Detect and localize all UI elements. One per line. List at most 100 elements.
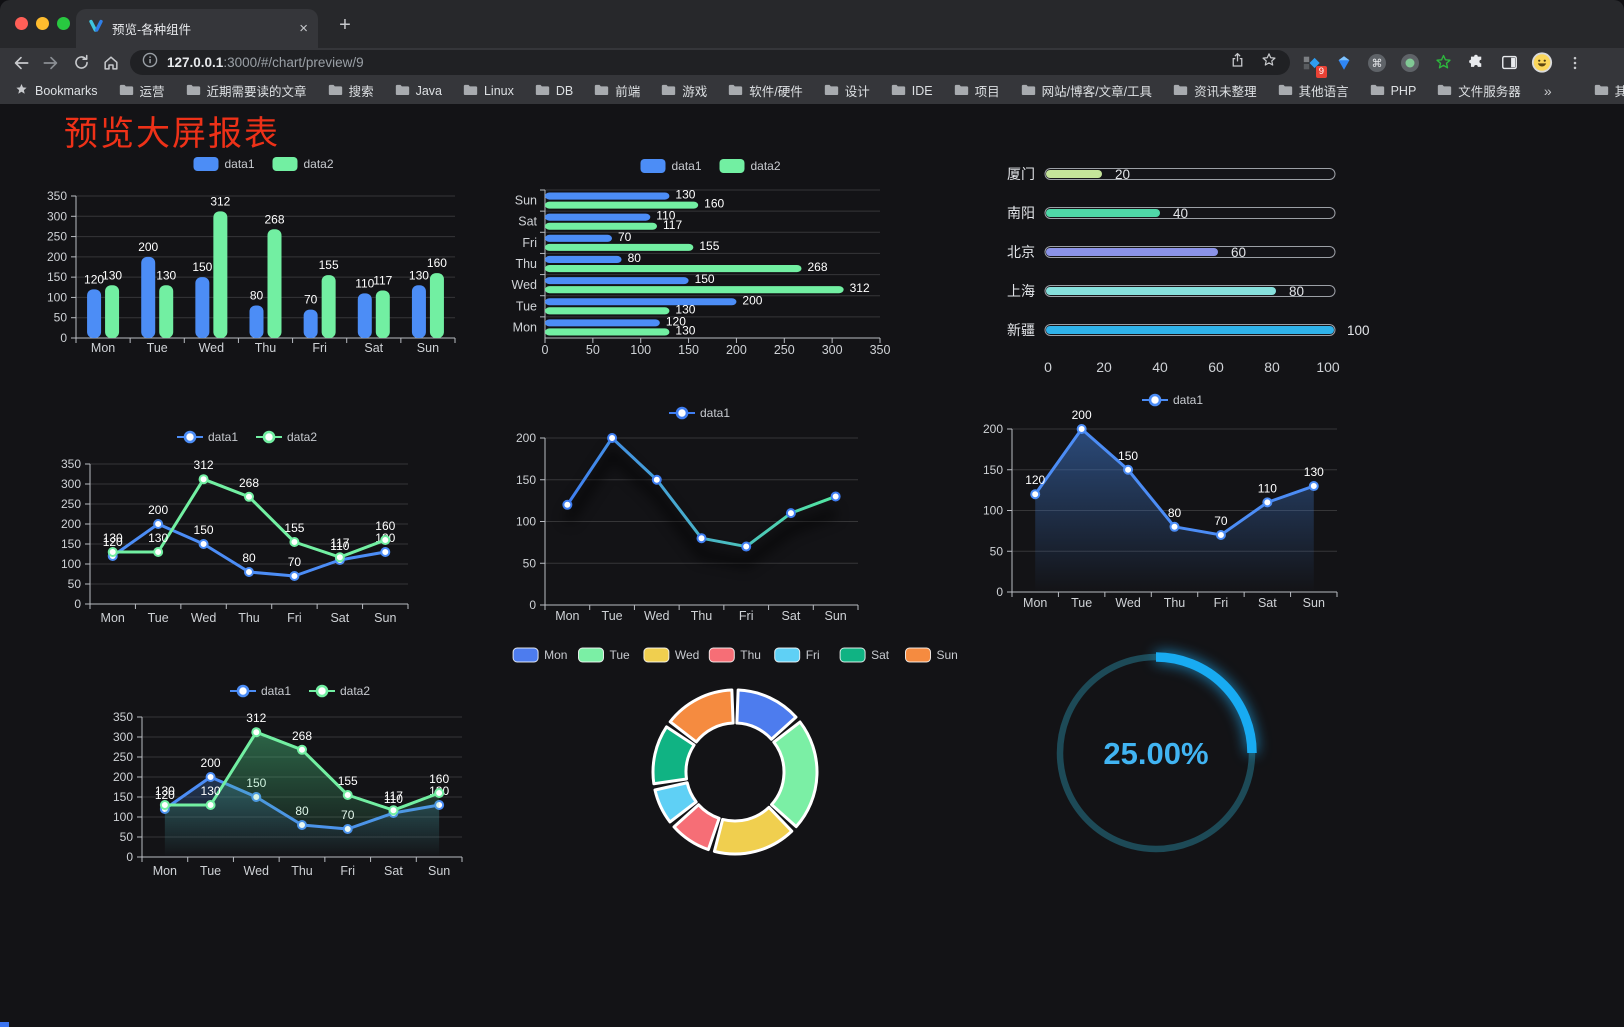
extension-star-icon[interactable] <box>1432 52 1454 74</box>
legend-item-data2[interactable]: data2 <box>309 684 370 698</box>
address-bar[interactable]: 127.0.0.1:3000/#/chart/preview/9 <box>130 50 1290 75</box>
bookmark-item[interactable]: 设计 <box>824 81 870 100</box>
legend-item-data1[interactable]: data1 <box>640 159 702 173</box>
bookmark-item[interactable]: 游戏 <box>661 81 707 100</box>
url-text[interactable]: 127.0.0.1:3000/#/chart/preview/9 <box>167 55 364 70</box>
tab-close-icon[interactable]: × <box>299 20 308 37</box>
legend-item-Fri[interactable]: Fri <box>774 647 820 663</box>
svg-text:Sun: Sun <box>1303 596 1325 610</box>
bookmark-item[interactable]: Linux <box>463 83 514 99</box>
legend-item-data1[interactable]: data1 <box>177 430 238 444</box>
chart-city-progress-bars[interactable]: 厦门 20 南阳 40 北京 60 上海 80 新疆 100 0 20 40 60 80 100 <box>985 148 1385 398</box>
legend-item-Sat[interactable]: Sat <box>839 647 890 663</box>
chart-grouped-bar[interactable]: data1 data2 0 50 100 150 200 250 300 350 Mon Tue Wed… <box>40 148 470 363</box>
legend-item-data2[interactable]: data2 <box>719 159 781 173</box>
legend-item-Wed[interactable]: Wed <box>643 647 699 663</box>
legend-item-data1[interactable]: data1 <box>230 684 291 698</box>
svg-text:Thu: Thu <box>238 611 260 625</box>
folder-icon <box>594 83 609 99</box>
svg-text:0: 0 <box>60 331 67 345</box>
svg-text:0: 0 <box>996 585 1003 599</box>
legend-item-Mon[interactable]: Mon <box>512 647 567 663</box>
pie-slice-Mon[interactable] <box>735 688 798 741</box>
chart-canvas[interactable]: data1 data2 0 50 100 150 200 250 300 350 Mon Tue Wed… <box>40 425 470 650</box>
bookmark-item[interactable]: 项目 <box>954 81 1000 100</box>
bookmark-item[interactable]: 资讯未整理 <box>1173 81 1257 100</box>
pie-slice-Wed[interactable] <box>712 805 794 856</box>
chart-canvas[interactable]: 25.00% <box>1040 644 1275 879</box>
pie-slice-Sat[interactable] <box>651 725 696 786</box>
svg-text:50: 50 <box>120 830 134 844</box>
pie-slice-Tue[interactable] <box>770 720 819 829</box>
bookmark-item[interactable]: 文件服务器 <box>1437 81 1521 100</box>
chart-blue-area-line[interactable]: data1 0 50 100 150 200 Mon Tue Wed Thu Fri Sat Sun 12… <box>983 391 1385 619</box>
side-panel-icon[interactable] <box>1498 52 1520 74</box>
bookmark-item[interactable]: 近期需要读的文章 <box>186 81 307 100</box>
legend-item-data1[interactable]: data1 <box>193 157 255 171</box>
new-tab-button[interactable]: + <box>339 14 351 36</box>
extension-gem-icon[interactable] <box>1333 52 1355 74</box>
bookmark-star-icon[interactable] <box>1260 51 1278 74</box>
reload-icon[interactable] <box>66 50 96 76</box>
bookmarks-manager[interactable]: Bookmarks <box>14 82 98 100</box>
bookmark-item[interactable]: 软件/硬件 <box>728 81 803 100</box>
window-minimize-button[interactable] <box>36 17 49 30</box>
bookmark-item[interactable]: DB <box>535 83 573 99</box>
bookmark-item[interactable]: 其他语言 <box>1278 81 1349 100</box>
extensions-puzzle-icon[interactable] <box>1465 52 1487 74</box>
svg-text:117: 117 <box>384 789 403 803</box>
extension-record-icon[interactable] <box>1399 52 1421 74</box>
site-info-icon[interactable] <box>142 52 158 73</box>
chart-gradient-line[interactable]: data1 0 50 100 150 200 Mon Tue Wed Thu Fri Sat Sun <box>505 404 895 632</box>
bookmark-item[interactable]: IDE <box>891 83 933 99</box>
chart-canvas[interactable]: data1 data2 0 50 100 150 200 250 300 350 Mon Tue Wed… <box>95 676 525 901</box>
bookmarks-overflow-chevron[interactable]: » <box>1543 82 1552 99</box>
chart-canvas[interactable]: data1 data2 0 50 100 150 200 250 300 350 Mon Tue Wed… <box>40 148 470 363</box>
legend-item-Tue[interactable]: Tue <box>578 647 631 663</box>
browser-tab[interactable]: 预览-各种组件 × <box>76 9 318 48</box>
svg-text:Tue: Tue <box>610 648 631 662</box>
pie-slice-Sun[interactable] <box>668 688 735 744</box>
forward-icon[interactable] <box>36 50 66 76</box>
back-icon[interactable] <box>6 50 36 76</box>
chart-canvas[interactable]: data1 0 50 100 150 200 Mon Tue Wed Thu Fri Sat Sun 12… <box>983 391 1385 619</box>
pie-slice-Thu[interactable] <box>672 803 721 852</box>
chart-two-series-area[interactable]: data1 data2 0 50 100 150 200 250 300 350 Mon Tue Wed… <box>95 676 525 901</box>
window-close-button[interactable] <box>15 17 28 30</box>
chart-progress-gauge[interactable]: 25.00% <box>1040 644 1275 879</box>
share-icon[interactable] <box>1229 51 1246 74</box>
extension-grid-icon[interactable]: 9 <box>1300 52 1327 78</box>
svg-text:130: 130 <box>103 531 123 545</box>
window-zoom-button[interactable] <box>57 17 70 30</box>
svg-text:150: 150 <box>61 537 81 551</box>
pie-slice-Fri[interactable] <box>653 781 698 824</box>
legend-item-data1[interactable]: data1 <box>669 406 730 420</box>
bookmark-item[interactable]: Java <box>395 83 442 99</box>
chart-week-donut[interactable]: Mon Tue Wed Thu Fri Sat Sun <box>512 640 958 905</box>
bookmark-item[interactable]: 前端 <box>594 81 640 100</box>
chart-canvas[interactable]: data1 data2 0 50 100 150 200 250 300 350 Sun 130 160… <box>505 148 900 370</box>
bookmark-item[interactable]: PHP <box>1370 83 1416 99</box>
other-bookmarks-folder[interactable]: 其他书签 <box>1594 81 1624 100</box>
bookmark-item[interactable]: 网站/博客/文章/工具 <box>1021 81 1152 100</box>
bookmark-item[interactable]: 搜索 <box>328 81 374 100</box>
menu-dots-icon[interactable] <box>1564 52 1586 74</box>
svg-text:20: 20 <box>1115 167 1130 182</box>
chart-horizontal-bar[interactable]: data1 data2 0 50 100 150 200 250 300 350 Sun 130 160… <box>505 148 900 370</box>
legend-item-Thu[interactable]: Thu <box>708 647 761 663</box>
bookmark-item[interactable]: 运营 <box>119 81 165 100</box>
legend-item-data2[interactable]: data2 <box>272 157 334 171</box>
legend-item-data1[interactable]: data1 <box>1142 393 1203 407</box>
extension-command-icon[interactable]: ⌘ <box>1366 52 1388 74</box>
profile-avatar[interactable] <box>1531 52 1553 74</box>
home-icon[interactable] <box>96 50 126 76</box>
chart-two-series-line[interactable]: data1 data2 0 50 100 150 200 250 300 350 Mon Tue Wed… <box>40 425 470 650</box>
svg-text:150: 150 <box>194 523 214 537</box>
svg-text:0: 0 <box>1044 359 1052 375</box>
svg-text:Thu: Thu <box>255 341 277 355</box>
chart-canvas[interactable]: 厦门 20 南阳 40 北京 60 上海 80 新疆 100 0 20 40 60 80 100 <box>985 148 1385 398</box>
chart-canvas[interactable]: data1 0 50 100 150 200 Mon Tue Wed Thu Fri Sat Sun <box>505 404 895 632</box>
chart-canvas[interactable]: Mon Tue Wed Thu Fri Sat Sun <box>512 640 958 905</box>
legend-item-Sun[interactable]: Sun <box>905 647 958 663</box>
legend-item-data2[interactable]: data2 <box>256 430 317 444</box>
